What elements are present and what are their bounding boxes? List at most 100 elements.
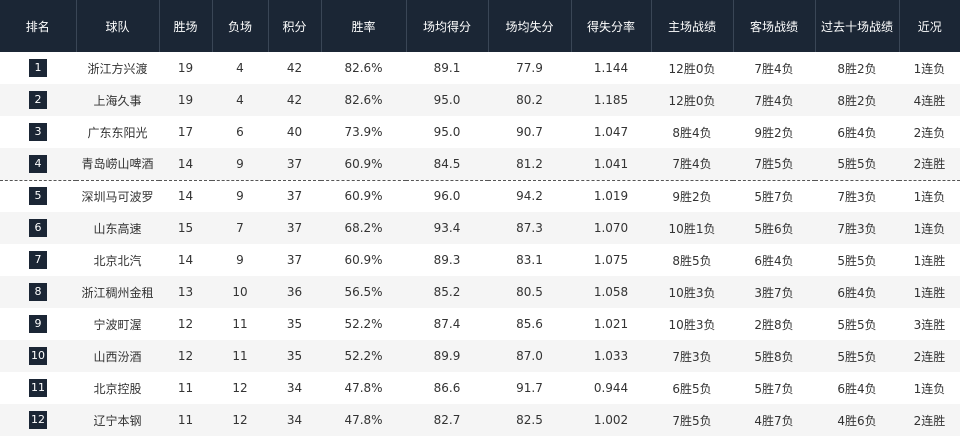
win-rate-cell: 47.8% xyxy=(344,413,383,427)
win-rate-cell: 60.9% xyxy=(344,253,383,267)
points-cell: 34 xyxy=(286,381,303,395)
col-streak[interactable]: 近况 xyxy=(917,19,942,34)
table-row[interactable]: 6 山东高速 15 7 37 68.2% 93.4 87.3 1.070 10胜1负 5胜6负 7胜3… xyxy=(0,212,960,244)
team-cell[interactable]: 北京北汽 xyxy=(93,253,142,268)
col-home[interactable]: 主场战绩 xyxy=(651,0,734,52)
table-body: 1 浙江方兴渡 19 4 42 82.6% 89.1 77.9 1.144 12胜0负 7胜4负 8胜… xyxy=(0,52,960,436)
oppg-cell: 83.1 xyxy=(516,253,543,267)
table-row[interactable]: 4 青岛崂山啤酒 14 9 37 60.9% 84.5 81.2 1.041 7胜4负 7胜5负 5胜… xyxy=(0,148,960,181)
table-row[interactable]: 9 宁波町渥 12 11 35 52.2% 87.4 85.6 1.021 10胜3负 2胜8负 5胜… xyxy=(0,308,960,340)
team-cell[interactable]: 山东高速 xyxy=(93,221,142,236)
away-cell: 6胜4负 xyxy=(754,253,794,268)
table-row[interactable]: 1 浙江方兴渡 19 4 42 82.6% 89.1 77.9 1.144 12胜0负 7胜4负 8胜… xyxy=(0,52,960,84)
ppg-cell: 82.7 xyxy=(433,413,461,427)
team-cell[interactable]: 宁波町渥 xyxy=(93,317,142,332)
table-row[interactable]: 5 深圳马可波罗 14 9 37 60.9% 96.0 94.2 1.019 9胜2负 5胜7负 7胜… xyxy=(0,180,960,212)
rank-cell: 7 xyxy=(0,244,76,276)
rank-badge: 6 xyxy=(29,219,47,237)
col-wins[interactable]: 胜场 xyxy=(159,0,213,52)
rank-badge: 4 xyxy=(29,154,47,173)
col-losses[interactable]: 负场 xyxy=(212,0,269,52)
wins-cell: 19 xyxy=(177,61,194,75)
col-ppg[interactable]: 场均得分 xyxy=(406,0,489,52)
home-cell: 10胜3负 xyxy=(668,285,716,300)
points-cell: 36 xyxy=(286,285,303,299)
ratio-cell: 1.002 xyxy=(593,413,629,427)
team-cell[interactable]: 青岛崂山啤酒 xyxy=(76,148,159,181)
table-row[interactable]: 8 浙江稠州金租 13 10 36 56.5% 85.2 80.5 1.058 10胜3负 3胜7负… xyxy=(0,276,960,308)
home-cell: 12胜0负 xyxy=(668,61,716,76)
table-row[interactable]: 10 山西汾酒 12 11 35 52.2% 89.9 87.0 1.033 7胜3负 5胜8负 5胜… xyxy=(0,340,960,372)
rank-cell: 5 xyxy=(0,180,76,212)
rank-badge: 7 xyxy=(29,251,47,269)
ppg-cell: 95.0 xyxy=(433,125,461,139)
losses-cell: 10 xyxy=(232,285,248,299)
ppg-cell: 93.4 xyxy=(433,221,461,235)
col-win-rate[interactable]: 胜率 xyxy=(321,0,407,52)
home-cell: 12胜0负 xyxy=(668,93,716,108)
win-rate-cell: 68.2% xyxy=(344,221,383,235)
table-header: 排名 球队 胜场 负场 积分 胜率 场均得分 场均失分 得失分率 主场战绩 客场… xyxy=(0,0,960,52)
col-rank[interactable]: 排名 xyxy=(0,0,77,52)
points-cell: 37 xyxy=(286,189,303,204)
losses-cell: 11 xyxy=(232,349,248,363)
losses-cell: 4 xyxy=(236,61,244,75)
col-points[interactable]: 积分 xyxy=(268,0,322,52)
oppg-cell: 94.2 xyxy=(516,189,543,204)
team-cell[interactable]: 深圳马可波罗 xyxy=(81,189,154,204)
win-rate-cell: 60.9% xyxy=(321,148,406,181)
ratio-cell: 1.041 xyxy=(571,148,651,181)
wins-cell: 15 xyxy=(177,221,194,235)
rank-badge: 8 xyxy=(29,283,47,301)
last10-cell: 7胜3负 xyxy=(837,221,877,236)
win-rate-cell: 52.2% xyxy=(344,349,383,363)
rank-cell: 2 xyxy=(0,84,76,116)
ppg-cell: 89.1 xyxy=(433,61,461,75)
rank-badge: 11 xyxy=(29,379,47,397)
team-cell[interactable]: 山西汾酒 xyxy=(93,349,142,364)
losses-cell: 7 xyxy=(236,221,244,235)
oppg-cell: 91.7 xyxy=(516,381,543,395)
points-cell: 40 xyxy=(286,125,303,139)
table-row[interactable]: 11 北京控股 11 12 34 47.8% 86.6 91.7 0.944 6胜5负 5胜7负 6胜… xyxy=(0,372,960,404)
ppg-cell: 96.0 xyxy=(433,189,461,204)
oppg-cell: 87.0 xyxy=(516,349,543,363)
team-cell[interactable]: 浙江稠州金租 xyxy=(81,285,154,300)
oppg-cell: 80.5 xyxy=(516,285,543,299)
ratio-cell: 1.033 xyxy=(593,349,629,363)
streak-cell: 1连胜 xyxy=(913,253,946,268)
points-cell: 35 xyxy=(286,349,303,363)
wins-cell: 14 xyxy=(159,148,212,181)
ratio-cell: 1.075 xyxy=(593,253,629,267)
wins-cell: 12 xyxy=(177,349,194,363)
col-away[interactable]: 客场战绩 xyxy=(733,0,816,52)
oppg-cell: 77.9 xyxy=(516,61,543,75)
home-cell: 10胜3负 xyxy=(668,317,716,332)
table-row[interactable]: 12 辽宁本钢 11 12 34 47.8% 82.7 82.5 1.002 7胜5负 4胜7负 4胜… xyxy=(0,404,960,436)
home-cell: 7胜3负 xyxy=(672,349,712,364)
ppg-cell: 84.5 xyxy=(406,148,488,181)
col-ratio[interactable]: 得失分率 xyxy=(571,0,652,52)
table-row[interactable]: 3 广东东阳光 17 6 40 73.9% 95.0 90.7 1.047 8胜4负 9胜2负 6胜4… xyxy=(0,116,960,148)
ppg-cell: 89.9 xyxy=(433,349,461,363)
away-cell: 5胜7负 xyxy=(754,381,794,396)
col-oppg[interactable]: 场均失分 xyxy=(488,0,572,52)
team-cell[interactable]: 北京控股 xyxy=(93,381,142,396)
last10-cell: 5胜5负 xyxy=(837,317,877,332)
team-cell[interactable]: 浙江方兴渡 xyxy=(87,61,148,76)
points-cell: 35 xyxy=(286,317,303,331)
away-cell: 5胜8负 xyxy=(754,349,794,364)
col-team[interactable]: 球队 xyxy=(76,0,160,52)
table-row[interactable]: 7 北京北汽 14 9 37 60.9% 89.3 83.1 1.075 8胜5负 6胜4负 5胜5负… xyxy=(0,244,960,276)
ratio-cell: 1.144 xyxy=(593,61,629,75)
oppg-cell: 82.5 xyxy=(516,413,543,427)
rank-cell: 3 xyxy=(0,116,76,148)
losses-cell: 4 xyxy=(236,93,244,107)
team-cell[interactable]: 广东东阳光 xyxy=(87,125,148,140)
away-cell: 7胜5负 xyxy=(733,148,815,181)
oppg-cell: 90.7 xyxy=(516,125,543,139)
team-cell[interactable]: 上海久事 xyxy=(93,93,142,108)
table-row[interactable]: 2 上海久事 19 4 42 82.6% 95.0 80.2 1.185 12胜0负 7胜4负 8胜2… xyxy=(0,84,960,116)
team-cell[interactable]: 辽宁本钢 xyxy=(93,413,142,428)
col-last10[interactable]: 过去十场战绩 xyxy=(815,0,900,52)
